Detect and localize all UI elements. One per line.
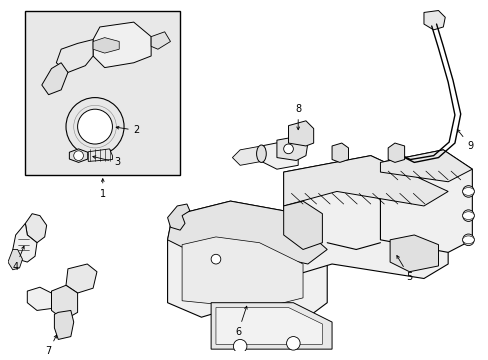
Text: 4: 4	[13, 246, 24, 272]
Text: 7: 7	[45, 335, 57, 356]
Text: 6: 6	[235, 306, 246, 337]
Polygon shape	[283, 156, 447, 279]
Circle shape	[78, 109, 112, 144]
Polygon shape	[232, 146, 261, 165]
Polygon shape	[54, 310, 74, 339]
Text: 1: 1	[100, 179, 105, 198]
Polygon shape	[182, 237, 303, 307]
Polygon shape	[167, 201, 326, 317]
Polygon shape	[387, 143, 404, 162]
Polygon shape	[261, 142, 298, 169]
Polygon shape	[276, 136, 307, 161]
Text: 3: 3	[93, 156, 120, 167]
Circle shape	[74, 151, 83, 161]
Text: 2: 2	[116, 126, 140, 135]
Text: 5: 5	[396, 256, 412, 282]
Polygon shape	[380, 150, 471, 182]
Ellipse shape	[462, 236, 473, 244]
Polygon shape	[151, 32, 170, 49]
Polygon shape	[69, 149, 88, 162]
Circle shape	[66, 98, 124, 156]
Polygon shape	[216, 307, 322, 344]
Circle shape	[283, 144, 293, 154]
Polygon shape	[66, 264, 97, 293]
Polygon shape	[331, 143, 348, 162]
Ellipse shape	[256, 145, 266, 162]
Polygon shape	[380, 150, 471, 252]
Circle shape	[233, 339, 246, 353]
Polygon shape	[167, 201, 326, 264]
Polygon shape	[25, 214, 46, 243]
Polygon shape	[88, 149, 112, 161]
Text: 8: 8	[295, 104, 301, 130]
Polygon shape	[13, 223, 37, 262]
Polygon shape	[423, 10, 445, 30]
Polygon shape	[27, 287, 51, 310]
Polygon shape	[56, 40, 93, 72]
Ellipse shape	[462, 212, 473, 220]
Polygon shape	[283, 156, 447, 206]
Ellipse shape	[462, 188, 473, 195]
Polygon shape	[288, 121, 313, 146]
Bar	[25, 10, 180, 175]
Circle shape	[211, 254, 221, 264]
Polygon shape	[8, 249, 22, 270]
Polygon shape	[389, 235, 438, 272]
Polygon shape	[51, 285, 78, 320]
Circle shape	[462, 186, 473, 197]
Polygon shape	[167, 204, 189, 230]
Polygon shape	[211, 303, 331, 349]
Circle shape	[462, 210, 473, 221]
Polygon shape	[42, 63, 68, 95]
Circle shape	[286, 337, 300, 350]
Circle shape	[462, 234, 473, 246]
Polygon shape	[283, 201, 322, 249]
Polygon shape	[93, 22, 151, 68]
Polygon shape	[93, 37, 119, 53]
Text: 9: 9	[456, 130, 473, 151]
